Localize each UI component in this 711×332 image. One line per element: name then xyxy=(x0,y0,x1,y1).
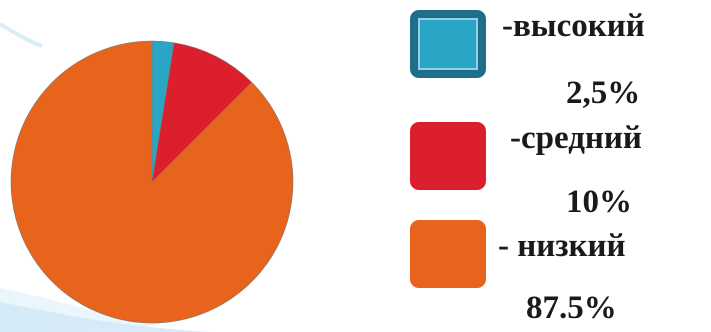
legend-value-low: 87.5% xyxy=(526,292,617,325)
legend-swatch-high xyxy=(410,10,486,78)
legend-label-high: -высокий xyxy=(502,10,645,43)
legend-label-low: - низкий xyxy=(498,230,626,263)
legend-value-mid: 10% xyxy=(566,186,632,219)
legend-swatch-high-inner xyxy=(418,18,478,70)
legend-swatch-mid xyxy=(410,122,486,190)
legend-swatch-low xyxy=(410,220,486,288)
legend-label-mid: -средний xyxy=(510,122,642,155)
legend-value-high: 2,5% xyxy=(566,77,640,110)
